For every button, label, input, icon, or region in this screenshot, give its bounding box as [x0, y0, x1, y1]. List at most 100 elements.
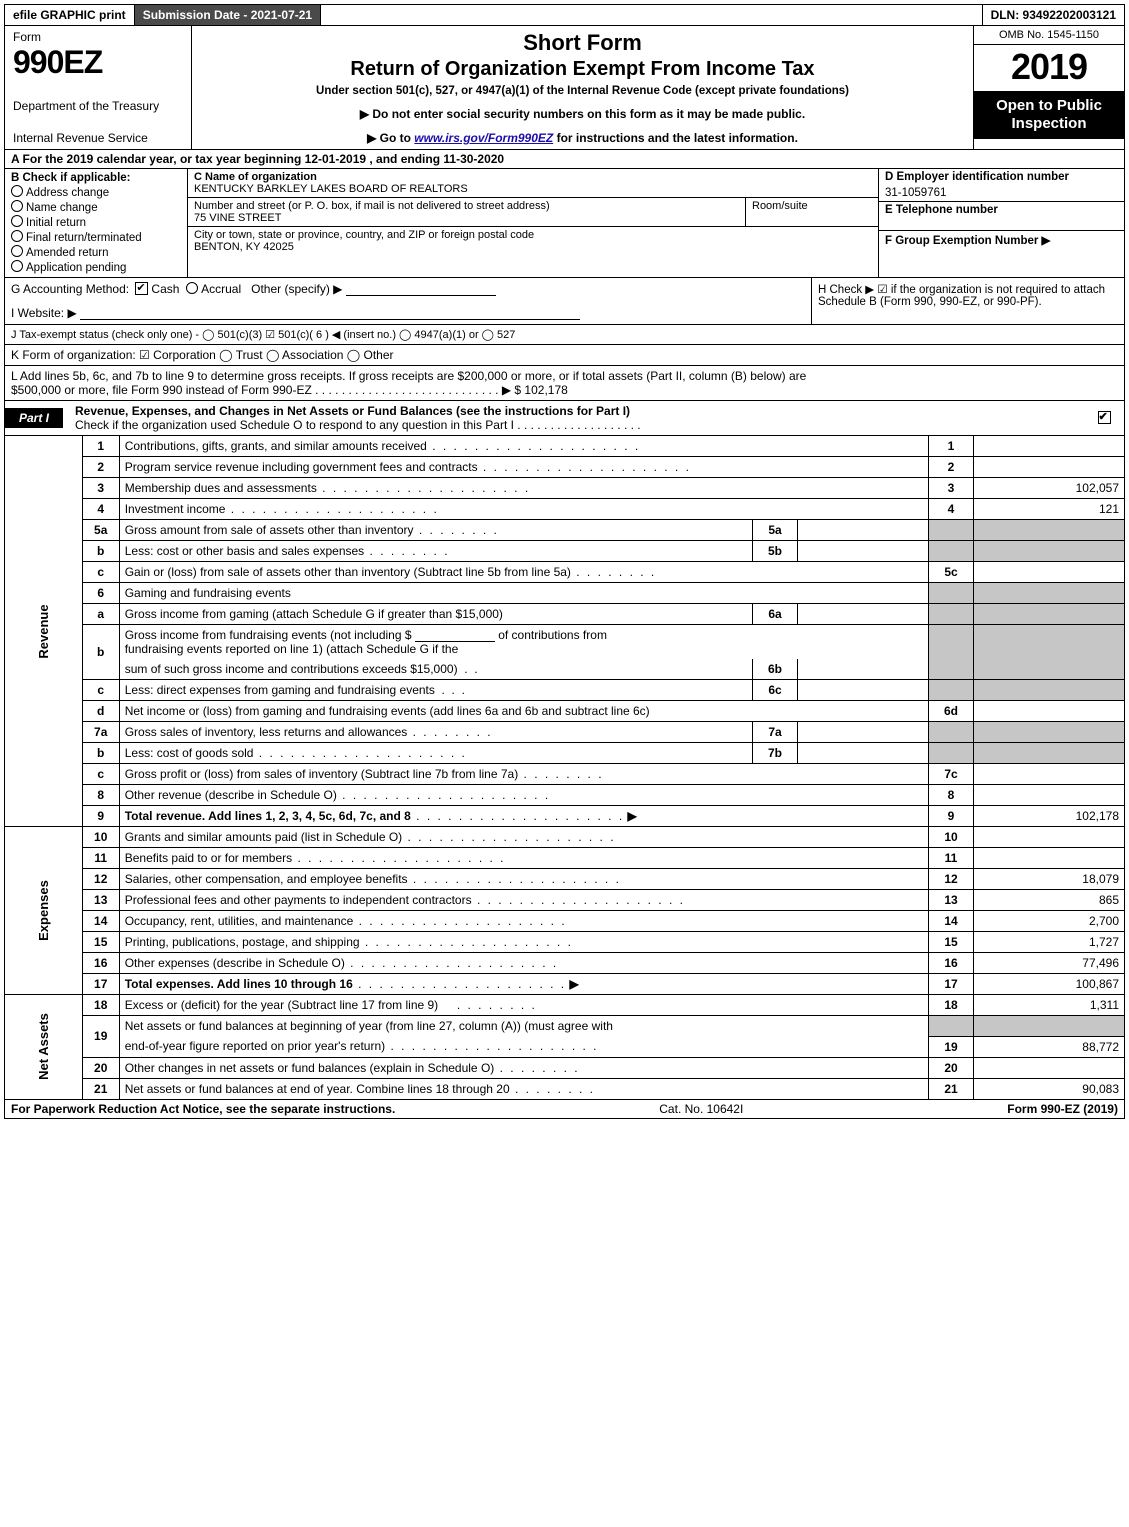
ein-label: D Employer identification number: [879, 169, 1124, 185]
goto-note: ▶ Go to www.irs.gov/Form990EZ for instru…: [202, 131, 963, 145]
street-address: 75 VINE STREET: [194, 212, 739, 224]
table-row: c Less: direct expenses from gaming and …: [5, 680, 1125, 701]
group-exemption-label: F Group Exemption Number ▶: [879, 231, 1124, 249]
dept-irs: Internal Revenue Service: [13, 131, 183, 145]
chk-application-pending[interactable]: Application pending: [11, 260, 181, 274]
section-def: D Employer identification number 31-1059…: [878, 169, 1124, 277]
table-row: 15 Printing, publications, postage, and …: [5, 932, 1125, 953]
k-form-of-org: K Form of organization: ☑ Corporation ◯ …: [4, 345, 1125, 366]
other-specify-input[interactable]: [346, 283, 496, 296]
table-row: 14 Occupancy, rent, utilities, and maint…: [5, 911, 1125, 932]
chk-amended-return[interactable]: Amended return: [11, 245, 181, 259]
table-row: 19 Net assets or fund balances at beginn…: [5, 1016, 1125, 1037]
i-website-line: I Website: ▶: [11, 306, 805, 320]
part1-table: Revenue 1 Contributions, gifts, grants, …: [4, 436, 1125, 1100]
cat-no: Cat. No. 10642I: [659, 1102, 743, 1116]
omb-number: OMB No. 1545-1150: [974, 26, 1124, 45]
table-row: 7a Gross sales of inventory, less return…: [5, 722, 1125, 743]
street-label: Number and street (or P. O. box, if mail…: [194, 200, 739, 212]
ein-value: 31-1059761: [879, 185, 1124, 202]
city-label: City or town, state or province, country…: [194, 229, 872, 241]
table-row: Net Assets 18 Excess or (deficit) for th…: [5, 995, 1125, 1016]
table-row: Expenses 10 Grants and similar amounts p…: [5, 827, 1125, 848]
short-form-title: Short Form: [202, 30, 963, 56]
form-number: 990EZ: [13, 44, 183, 81]
table-row: a Gross income from gaming (attach Sched…: [5, 604, 1125, 625]
table-row: b Less: cost of goods sold 7b: [5, 743, 1125, 764]
website-input[interactable]: [80, 307, 580, 320]
identity-block: B Check if applicable: Address change Na…: [4, 169, 1125, 278]
table-row: 8 Other revenue (describe in Schedule O)…: [5, 785, 1125, 806]
accounting-schedule-row: G Accounting Method: Cash Accrual Other …: [4, 278, 1125, 325]
form-ref: Form 990-EZ (2019): [1007, 1102, 1118, 1116]
part1-schedule-o-check[interactable]: [1098, 411, 1111, 424]
chk-final-return[interactable]: Final return/terminated: [11, 230, 181, 244]
section-b-header: B Check if applicable:: [11, 172, 181, 184]
telephone-label: E Telephone number: [879, 202, 1124, 231]
chk-address-change[interactable]: Address change: [11, 185, 181, 199]
revenue-label: Revenue: [36, 598, 51, 665]
table-row: 6 Gaming and fundraising events: [5, 583, 1125, 604]
efile-tab[interactable]: efile GRAPHIC print: [5, 5, 135, 25]
part1-subtitle: Check if the organization used Schedule …: [75, 418, 1080, 432]
open-to-public: Open to Public Inspection: [974, 91, 1124, 139]
table-row: 5a Gross amount from sale of assets othe…: [5, 520, 1125, 541]
city-state-zip: BENTON, KY 42025: [194, 241, 872, 253]
table-row: 2 Program service revenue including gove…: [5, 457, 1125, 478]
table-row: 20 Other changes in net assets or fund b…: [5, 1057, 1125, 1078]
table-row: 3 Membership dues and assessments 3 102,…: [5, 478, 1125, 499]
subtitle: Under section 501(c), 527, or 4947(a)(1)…: [202, 85, 963, 97]
part1-title: Revenue, Expenses, and Changes in Net As…: [75, 404, 1080, 418]
table-row: b Less: cost or other basis and sales ex…: [5, 541, 1125, 562]
dept-treasury: Department of the Treasury: [13, 99, 183, 113]
section-b: B Check if applicable: Address change Na…: [5, 169, 188, 277]
l-gross-receipts: L Add lines 5b, 6c, and 7b to line 9 to …: [4, 366, 1125, 401]
part1-header: Part I Revenue, Expenses, and Changes in…: [4, 401, 1125, 436]
table-row: c Gross profit or (loss) from sales of i…: [5, 764, 1125, 785]
l-line-1: L Add lines 5b, 6c, and 7b to line 9 to …: [11, 369, 806, 383]
fundraising-contrib-input[interactable]: [415, 629, 495, 642]
top-bar: efile GRAPHIC print Submission Date - 20…: [4, 4, 1125, 26]
table-row: 11 Benefits paid to or for members 11: [5, 848, 1125, 869]
goto-post: for instructions and the latest informat…: [557, 131, 798, 145]
table-row: end-of-year figure reported on prior yea…: [5, 1036, 1125, 1057]
j-line-text: J Tax-exempt status (check only one) - ◯…: [11, 328, 515, 341]
chk-cash[interactable]: [135, 282, 148, 295]
table-row: c Gain or (loss) from sale of assets oth…: [5, 562, 1125, 583]
l-line-2: $500,000 or more, file Form 990 instead …: [11, 383, 568, 397]
chk-name-change[interactable]: Name change: [11, 200, 181, 214]
h-schedule-b: H Check ▶ ☑ if the organization is not r…: [812, 278, 1124, 324]
k-line-text: K Form of organization: ☑ Corporation ◯ …: [11, 348, 394, 362]
paperwork-notice: For Paperwork Reduction Act Notice, see …: [11, 1102, 395, 1116]
dln-label: DLN: 93492202003121: [982, 5, 1124, 25]
table-row: Revenue 1 Contributions, gifts, grants, …: [5, 436, 1125, 457]
irs-link[interactable]: www.irs.gov/Form990EZ: [414, 131, 553, 145]
tax-year-line: A For the 2019 calendar year, or tax yea…: [4, 150, 1125, 169]
goto-pre: ▶ Go to: [367, 131, 414, 145]
table-row: 13 Professional fees and other payments …: [5, 890, 1125, 911]
room-suite-label: Room/suite: [746, 198, 878, 226]
chk-initial-return[interactable]: Initial return: [11, 215, 181, 229]
form-header: Form 990EZ Department of the Treasury In…: [4, 26, 1125, 150]
table-row: 4 Investment income 4 121: [5, 499, 1125, 520]
org-name-label: C Name of organization: [194, 171, 872, 183]
form-word: Form: [13, 30, 183, 44]
table-row: 9 Total revenue. Add lines 1, 2, 3, 4, 5…: [5, 806, 1125, 827]
org-name: KENTUCKY BARKLEY LAKES BOARD OF REALTORS: [194, 183, 872, 195]
part1-tab: Part I: [5, 408, 63, 428]
expenses-label: Expenses: [36, 877, 51, 944]
table-row: 17 Total expenses. Add lines 10 through …: [5, 974, 1125, 995]
table-row: d Net income or (loss) from gaming and f…: [5, 701, 1125, 722]
ssn-warning: ▶ Do not enter social security numbers o…: [202, 107, 963, 121]
table-row: 12 Salaries, other compensation, and emp…: [5, 869, 1125, 890]
g-accounting-line: G Accounting Method: Cash Accrual Other …: [11, 282, 805, 296]
j-tax-exempt-status: J Tax-exempt status (check only one) - ◯…: [4, 325, 1125, 345]
table-row: 16 Other expenses (describe in Schedule …: [5, 953, 1125, 974]
main-title: Return of Organization Exempt From Incom…: [202, 58, 963, 81]
table-row: b Gross income from fundraising events (…: [5, 625, 1125, 660]
chk-accrual[interactable]: [186, 282, 198, 294]
section-c: C Name of organization KENTUCKY BARKLEY …: [188, 169, 878, 277]
tax-year: 2019: [974, 45, 1124, 85]
page-footer: For Paperwork Reduction Act Notice, see …: [4, 1100, 1125, 1119]
net-assets-label: Net Assets: [36, 1013, 51, 1080]
